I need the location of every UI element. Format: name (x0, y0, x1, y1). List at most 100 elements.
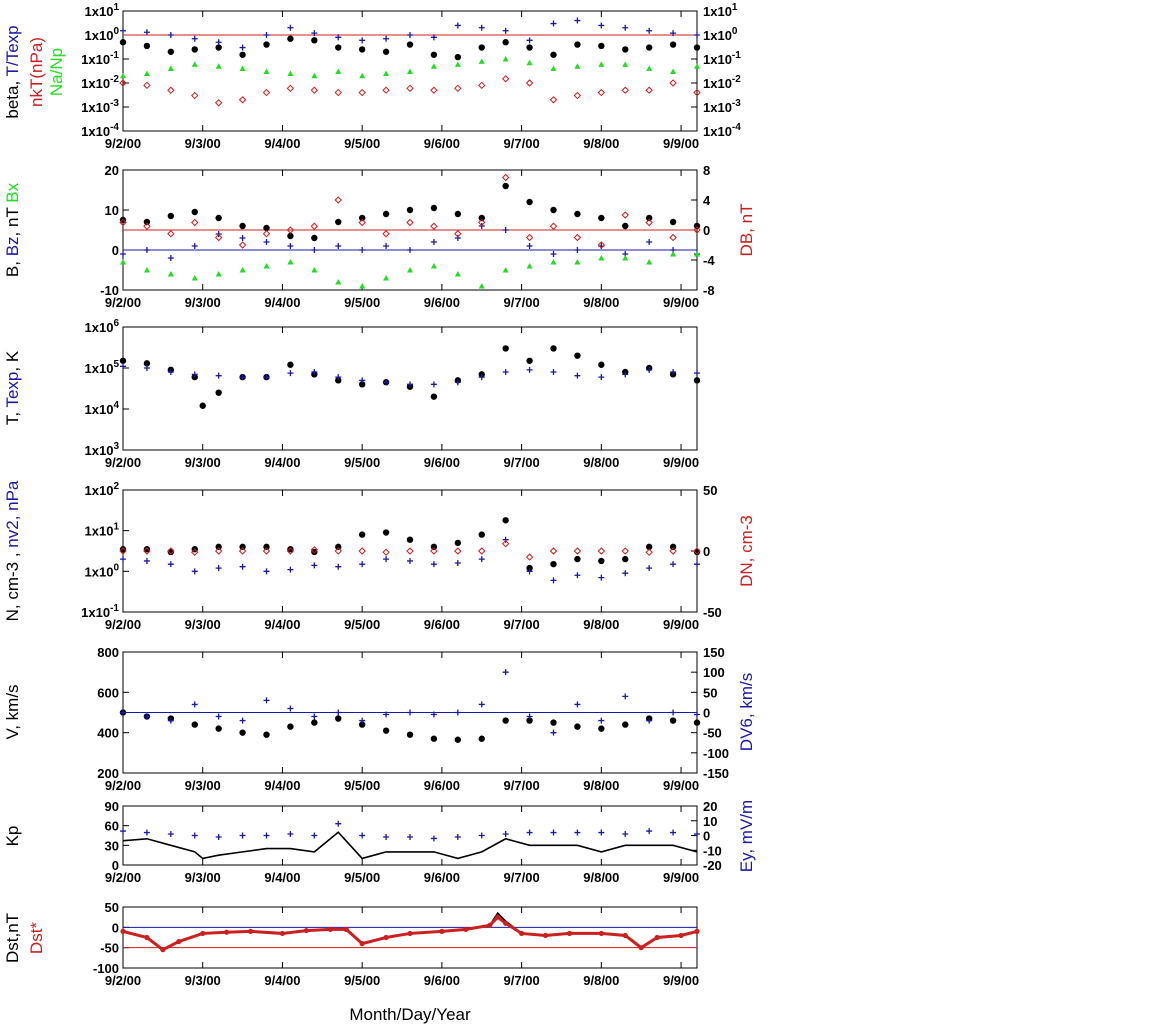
y-tick-label-right: -50 (703, 605, 722, 620)
data-point (167, 32, 174, 38)
data-point (191, 218, 199, 227)
y-tick-label: 1x103 (85, 441, 120, 458)
x-tick-label: 9/8/00 (583, 870, 619, 885)
x-tick-label: 9/5/00 (344, 778, 380, 793)
data-point (574, 723, 581, 730)
y-axis-label: N, cm-3 , nv2, nPa (3, 480, 22, 621)
data-point (430, 86, 438, 94)
data-point (311, 37, 318, 44)
data-point (645, 548, 653, 556)
data-point (550, 20, 557, 27)
x-tick-label: 9/8/00 (583, 617, 619, 632)
x-tick-label: 9/3/00 (185, 778, 221, 793)
data-point (526, 717, 533, 724)
x-tick-label: 9/4/00 (264, 973, 300, 988)
x-tick-label: 9/6/00 (424, 136, 460, 151)
y-tick-label-right: -150 (703, 766, 729, 781)
y-tick-label-right: 0 (703, 544, 710, 559)
data-point (526, 198, 533, 206)
data-point (359, 377, 366, 384)
data-point (359, 37, 366, 44)
data-point (191, 35, 198, 42)
data-point (359, 283, 366, 289)
panel-frame (122, 906, 698, 969)
data-point (311, 368, 318, 375)
data-point (263, 543, 270, 551)
data-point (574, 259, 581, 265)
data-point (670, 251, 677, 257)
data-point (263, 32, 270, 38)
data-point (191, 208, 198, 216)
data-point (191, 91, 199, 100)
data-point (358, 214, 366, 222)
data-point (478, 81, 486, 90)
data-point (263, 374, 270, 381)
data-point (311, 713, 318, 720)
data-point (694, 63, 700, 69)
data-point (167, 86, 175, 94)
data-point (407, 557, 413, 564)
data-point (383, 243, 390, 249)
data-point (383, 711, 390, 718)
x-tick-label: 9/4/00 (264, 136, 300, 151)
data-point (430, 711, 437, 718)
data-point (430, 381, 437, 388)
x-tick-label: 9/8/00 (583, 778, 619, 793)
data-point (143, 222, 151, 230)
data-point (383, 934, 389, 941)
data-point (383, 556, 390, 563)
data-point (383, 70, 390, 76)
data-point (694, 370, 700, 377)
data-point (359, 717, 366, 724)
data-point (359, 247, 366, 253)
x-tick-label: 9/9/00 (663, 870, 699, 885)
data-point (454, 22, 461, 29)
data-point (622, 24, 629, 31)
data-point (239, 729, 246, 736)
data-point (487, 922, 493, 928)
data-point (693, 548, 701, 556)
data-point (646, 239, 653, 245)
data-point (406, 84, 414, 93)
data-point (191, 275, 198, 281)
data-point (383, 379, 390, 386)
data-point (669, 547, 677, 555)
y-axis-label: Dst,nT (3, 913, 22, 963)
data-point (525, 79, 534, 87)
data-point (478, 556, 485, 563)
data-point (430, 835, 437, 842)
data-point (549, 96, 558, 104)
data-point (454, 53, 462, 61)
y-axis-label-right: Ey, mV/m (737, 800, 756, 872)
data-point (622, 693, 629, 700)
data-point (597, 241, 606, 249)
data-point (694, 561, 700, 568)
data-point (454, 61, 461, 67)
data-point (311, 719, 318, 726)
data-point (383, 833, 390, 840)
data-point (645, 543, 653, 551)
y-tick-label-right: 1x101 (703, 2, 738, 19)
data-point (550, 829, 557, 836)
data-point (191, 832, 198, 839)
data-point (598, 557, 605, 565)
y-axis-label: Kp (3, 826, 22, 847)
data-point (622, 932, 628, 939)
panel-frame (122, 489, 698, 613)
data-point (669, 233, 677, 242)
data-point (382, 48, 390, 55)
y-tick-label: 1x10-1 (81, 603, 119, 620)
x-tick-label: 9/7/00 (504, 455, 540, 470)
y-tick-label: 20 (105, 163, 119, 178)
x-tick-label: 9/6/00 (424, 778, 460, 793)
x-tick-label: 9/5/00 (344, 455, 380, 470)
data-point (143, 81, 151, 90)
data-point (454, 709, 461, 716)
data-point (574, 829, 581, 836)
data-point (669, 218, 677, 226)
data-point (502, 669, 509, 676)
data-point (358, 88, 366, 97)
data-point (335, 820, 342, 827)
data-point (622, 555, 629, 563)
y-tick-label: 600 (97, 685, 119, 700)
